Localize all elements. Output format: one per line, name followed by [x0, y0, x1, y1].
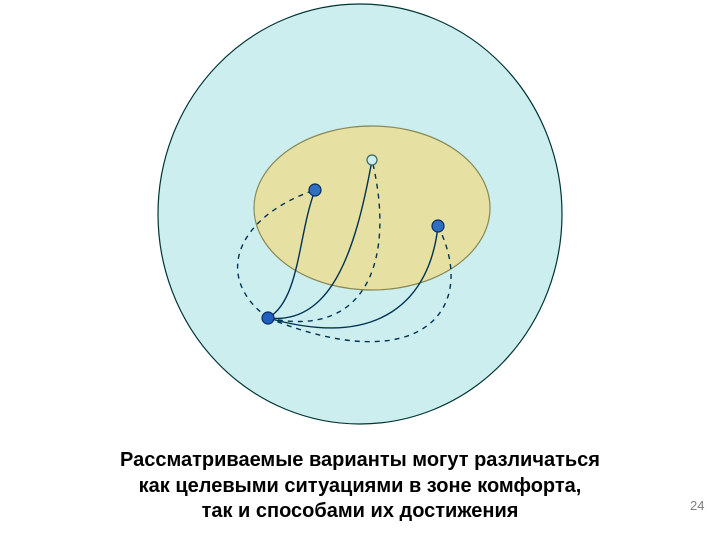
caption-line: Рассматриваемые варианты могут различать… [0, 448, 720, 474]
target-node-t1 [309, 184, 321, 196]
caption-line: так и способами их достижения [0, 499, 720, 525]
source-node [262, 312, 274, 324]
inner-ellipse [254, 126, 490, 290]
page-number: 24 [690, 498, 704, 513]
target-node-t2 [367, 155, 377, 165]
caption-line: как целевыми ситуациями в зоне комфорта, [0, 474, 720, 500]
caption-block: Рассматриваемые варианты могут различать… [0, 448, 720, 525]
target-node-t3 [432, 220, 444, 232]
